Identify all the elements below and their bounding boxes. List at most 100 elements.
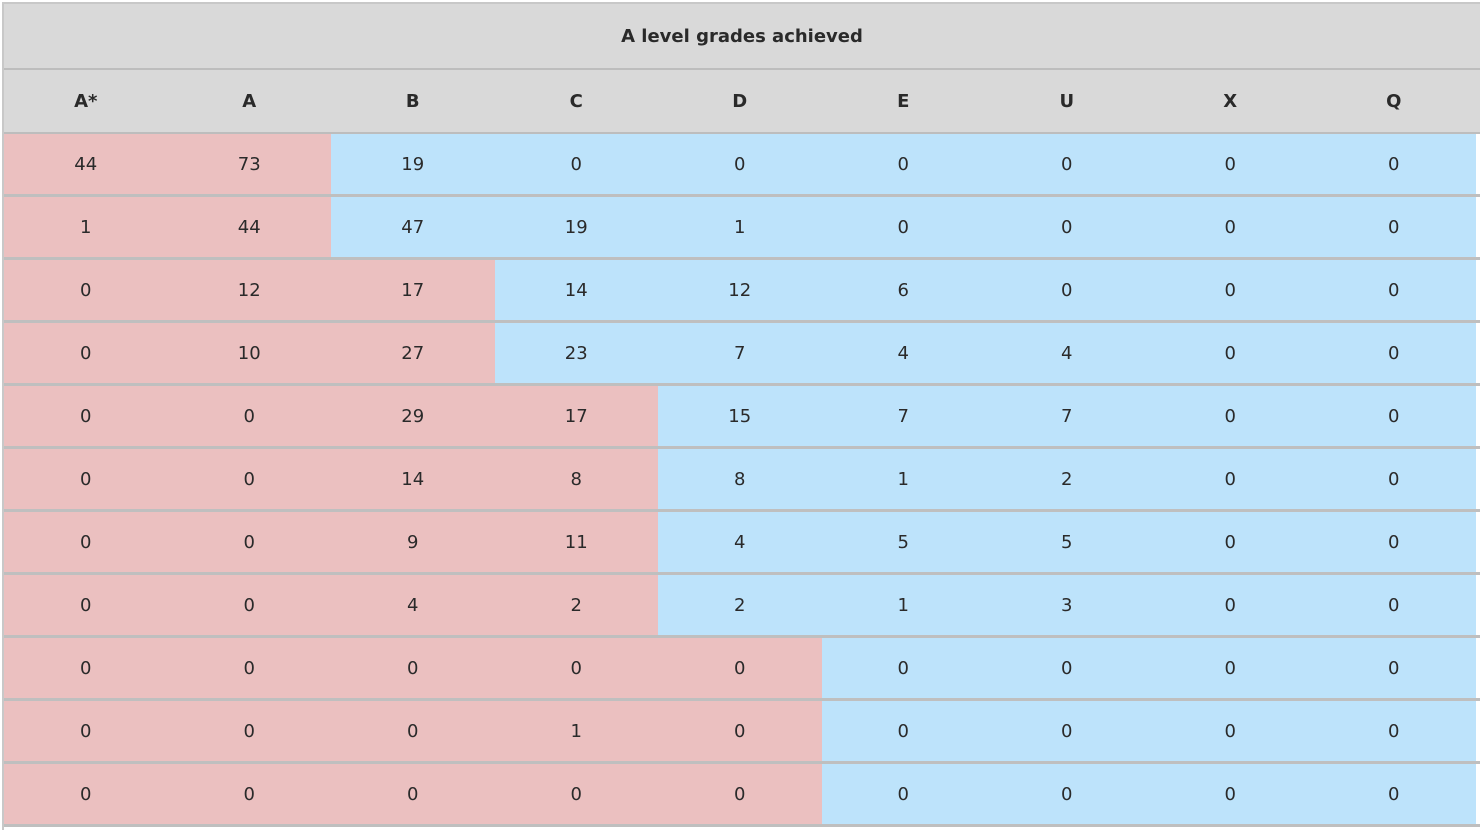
table-cell: 0 <box>4 512 168 572</box>
table-cell: 0 <box>494 134 658 194</box>
table-cell: 0 <box>4 323 168 383</box>
table-cell: 0 <box>4 701 168 761</box>
table-cell: 0 <box>1148 701 1312 761</box>
table-cell: 44 <box>4 134 168 194</box>
table-cell: 0 <box>1148 323 1312 383</box>
table-cell: 7 <box>658 323 822 383</box>
table-cell: 6 <box>821 260 985 320</box>
table-cell: 0 <box>167 764 331 824</box>
table-cell: 0 <box>985 764 1149 824</box>
table-cell: 1 <box>658 197 822 257</box>
table-cell: 1 <box>494 701 658 761</box>
table-cell: 17 <box>331 260 495 320</box>
table-cell: 2 <box>658 575 822 635</box>
table-cell: 73 <box>167 134 331 194</box>
table-cell: 5 <box>985 512 1149 572</box>
table-cell: 0 <box>821 134 985 194</box>
table-cell: 1 <box>821 449 985 509</box>
table-cell: 15 <box>658 386 822 446</box>
table-cell: 11 <box>494 512 658 572</box>
table-cell: 0 <box>4 764 168 824</box>
table-cell: 0 <box>821 638 985 698</box>
table-cell: 4 <box>985 323 1149 383</box>
table-cell: 44 <box>167 197 331 257</box>
table-cell: 12 <box>167 260 331 320</box>
column-header[interactable]: D <box>732 90 748 112</box>
table-cell: 0 <box>331 701 495 761</box>
grades-table: A level grades achieved A* A B C D E U X Q 44 73 1… <box>4 4 1480 827</box>
column-header[interactable]: Q <box>1386 90 1402 112</box>
table-cell: 19 <box>331 134 495 194</box>
table-cell: 0 <box>1148 449 1312 509</box>
table-cell: 0 <box>1312 197 1476 257</box>
table-row: 0 10 27 23 7 4 4 0 0 <box>4 323 1480 386</box>
column-header[interactable]: E <box>897 90 910 112</box>
table-cell: 12 <box>658 260 822 320</box>
table-title-text: A level grades achieved <box>621 25 863 47</box>
table-cell: 0 <box>821 764 985 824</box>
table-cell: 0 <box>1148 386 1312 446</box>
table-row: 0 0 29 17 15 7 7 0 0 <box>4 386 1480 449</box>
table-row: 0 0 14 8 8 1 2 0 0 <box>4 449 1480 512</box>
table-cell: 17 <box>494 386 658 446</box>
table-cell: 0 <box>1148 512 1312 572</box>
table-cell: 0 <box>1148 134 1312 194</box>
table-cell: 23 <box>494 323 658 383</box>
table-cell: 0 <box>167 512 331 572</box>
table-cell: 0 <box>985 701 1149 761</box>
table-cell: 0 <box>1312 386 1476 446</box>
table-cell: 0 <box>1148 575 1312 635</box>
table-cell: 0 <box>1312 512 1476 572</box>
table-cell: 0 <box>331 638 495 698</box>
table-cell: 1 <box>821 575 985 635</box>
table-cell: 0 <box>985 134 1149 194</box>
table-body: 44 73 19 0 0 0 0 0 0 1 44 47 19 1 0 0 0 0 0 12 17 14 12 6 0 0 0 0 10… <box>4 134 1480 827</box>
table-row: 44 73 19 0 0 0 0 0 0 <box>4 134 1480 197</box>
table-cell: 27 <box>331 323 495 383</box>
table-cell: 47 <box>331 197 495 257</box>
table-cell: 3 <box>985 575 1149 635</box>
table-cell: 8 <box>494 449 658 509</box>
table-cell: 0 <box>331 764 495 824</box>
table-cell: 0 <box>821 701 985 761</box>
table-cell: 0 <box>658 701 822 761</box>
column-header[interactable]: C <box>569 90 583 112</box>
table-cell: 0 <box>1148 764 1312 824</box>
table-cell: 0 <box>1312 575 1476 635</box>
table-cell: 4 <box>821 323 985 383</box>
table-cell: 0 <box>1312 701 1476 761</box>
table-cell: 0 <box>658 134 822 194</box>
table-cell: 0 <box>1312 134 1476 194</box>
table-cell: 0 <box>1312 449 1476 509</box>
table-cell: 0 <box>1148 197 1312 257</box>
table-cell: 1 <box>4 197 168 257</box>
table-cell: 0 <box>167 701 331 761</box>
table-cell: 0 <box>4 260 168 320</box>
column-header[interactable]: U <box>1059 90 1075 112</box>
table-cell: 0 <box>167 449 331 509</box>
table-cell: 0 <box>658 764 822 824</box>
table-cell: 0 <box>167 575 331 635</box>
table-cell: 0 <box>1312 323 1476 383</box>
table-cell: 0 <box>4 386 168 446</box>
column-header[interactable]: A <box>242 90 257 112</box>
table-cell: 10 <box>167 323 331 383</box>
table-cell: 8 <box>658 449 822 509</box>
table-cell: 0 <box>494 764 658 824</box>
column-header[interactable]: A* <box>74 90 98 112</box>
column-header[interactable]: X <box>1223 90 1238 112</box>
table-cell: 0 <box>1148 638 1312 698</box>
table-cell: 14 <box>494 260 658 320</box>
table-cell: 0 <box>4 575 168 635</box>
table-cell: 0 <box>4 449 168 509</box>
table-cell: 14 <box>331 449 495 509</box>
header-row: A* A B C D E U X Q <box>4 70 1480 134</box>
table-row: 1 44 47 19 1 0 0 0 0 <box>4 197 1480 260</box>
table-cell: 2 <box>985 449 1149 509</box>
table-cell: 0 <box>167 638 331 698</box>
table-cell: 19 <box>494 197 658 257</box>
column-header[interactable]: B <box>405 90 420 112</box>
table-cell: 0 <box>1312 764 1476 824</box>
